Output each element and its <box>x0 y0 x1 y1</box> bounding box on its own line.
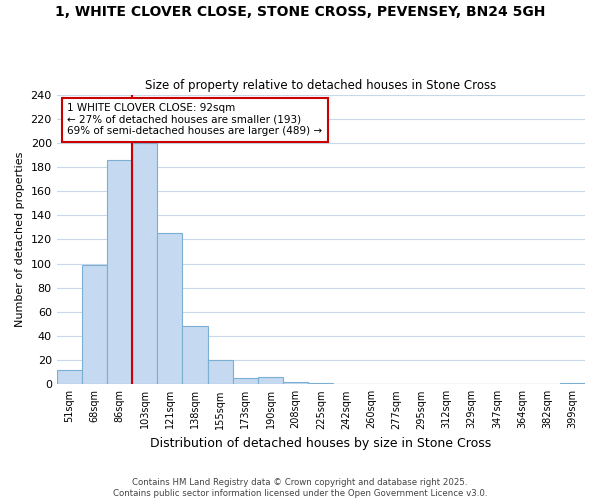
Bar <box>82 265 107 384</box>
Bar <box>560 383 585 384</box>
Bar <box>283 382 308 384</box>
Text: 1, WHITE CLOVER CLOSE, STONE CROSS, PEVENSEY, BN24 5GH: 1, WHITE CLOVER CLOSE, STONE CROSS, PEVE… <box>55 5 545 19</box>
Bar <box>208 360 233 384</box>
Bar <box>233 378 258 384</box>
Bar <box>56 370 82 384</box>
Text: 1 WHITE CLOVER CLOSE: 92sqm
← 27% of detached houses are smaller (193)
69% of se: 1 WHITE CLOVER CLOSE: 92sqm ← 27% of det… <box>67 103 322 136</box>
X-axis label: Distribution of detached houses by size in Stone Cross: Distribution of detached houses by size … <box>150 437 491 450</box>
Bar <box>157 234 182 384</box>
Bar <box>182 326 208 384</box>
Y-axis label: Number of detached properties: Number of detached properties <box>15 152 25 327</box>
Bar <box>308 383 334 384</box>
Bar <box>107 160 132 384</box>
Bar <box>258 377 283 384</box>
Title: Size of property relative to detached houses in Stone Cross: Size of property relative to detached ho… <box>145 79 496 92</box>
Bar <box>132 143 157 384</box>
Text: Contains HM Land Registry data © Crown copyright and database right 2025.
Contai: Contains HM Land Registry data © Crown c… <box>113 478 487 498</box>
